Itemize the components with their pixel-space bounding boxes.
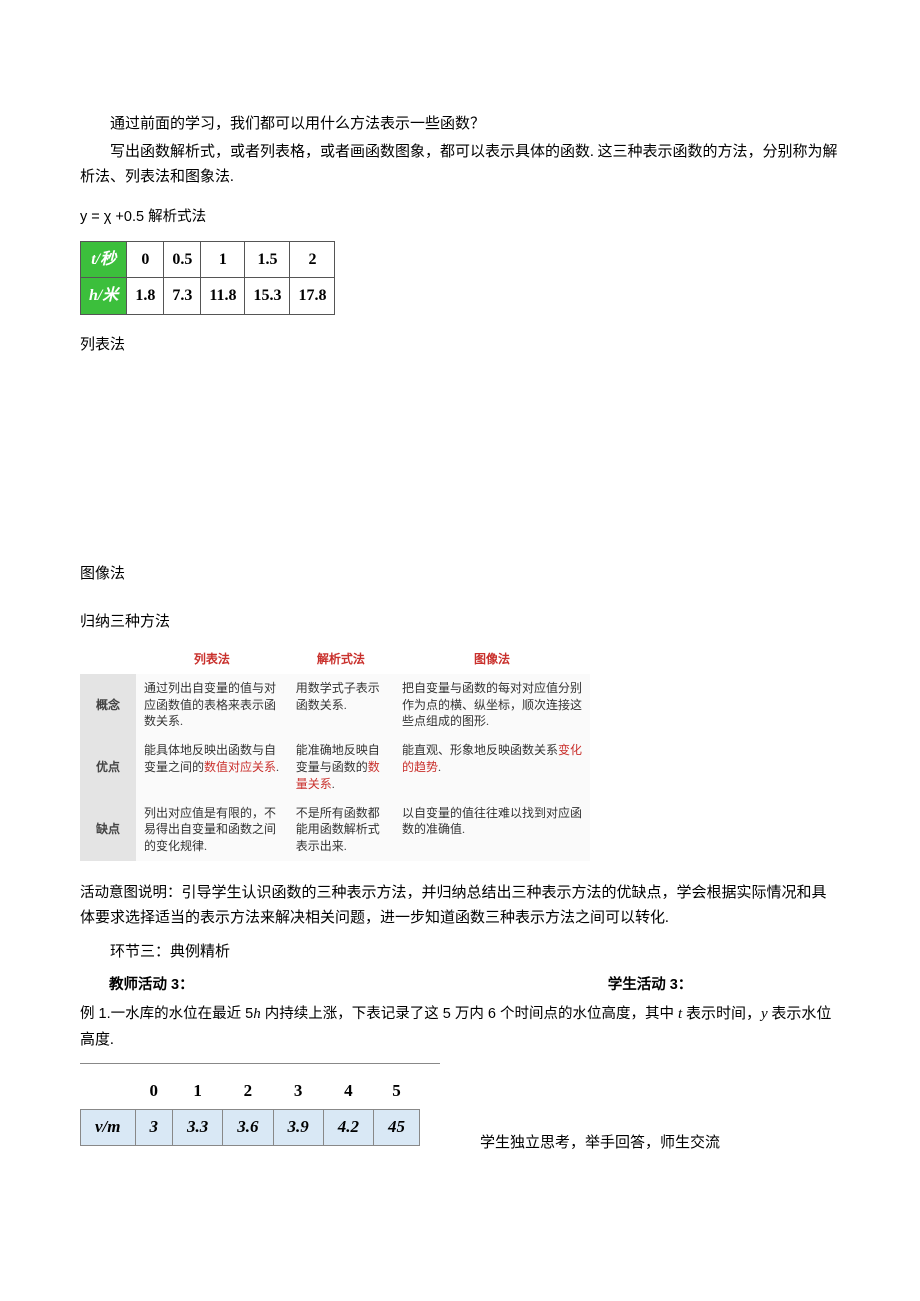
cmp-h2: 解析式法 xyxy=(288,645,394,674)
tbl3-t2: 2 xyxy=(223,1074,273,1109)
label-graph: 图像法 xyxy=(80,562,840,588)
tbl1-h2: h/米 xyxy=(81,278,127,314)
cmp-c13: 把自变量与函数的每对对应值分别作为点的横、纵坐标，顺次连接这些点组成的图形. xyxy=(394,674,590,736)
explain-label: 活动意图说明： xyxy=(80,885,182,901)
cmp-c11: 通过列出自变量的值与对应函数值的表格来表示函数关系. xyxy=(136,674,288,736)
tbl1-h0v: 1.8 xyxy=(127,278,164,314)
cmp-c12: 用数学式子表示函数关系. xyxy=(288,674,394,736)
table-water: 0 1 2 3 4 5 v/m 3 3.3 3.6 3.9 4.2 45 xyxy=(80,1074,420,1146)
section-3: 环节三：典例精析 xyxy=(80,940,840,966)
student-activity: 学生活动 3： xyxy=(460,973,840,998)
tbl3-t1: 1 xyxy=(173,1074,223,1109)
tbl3-v0: 3 xyxy=(135,1110,173,1146)
tbl3-t0: 0 xyxy=(135,1074,173,1109)
student-note: 学生独立思考，举手回答，师生交流 xyxy=(480,1131,840,1157)
cmp-r3: 缺点 xyxy=(80,799,136,861)
teacher-activity: 教师活动 3： xyxy=(80,973,460,998)
intro-answer: 写出函数解析式，或者列表格，或者画函数图象，都可以表示具体的函数. 这三种表示函… xyxy=(80,140,840,191)
label-summary: 归纳三种方法 xyxy=(80,610,840,636)
tbl1-h4v: 17.8 xyxy=(290,278,335,314)
cmp-r1: 概念 xyxy=(80,674,136,736)
example-1: 例 1.一水库的水位在最近 5h 内持续上涨，下表记录了这 5 万内 6 个时间… xyxy=(80,1002,840,1053)
cmp-h3: 图像法 xyxy=(394,645,590,674)
tbl1-h1: t/秒 xyxy=(81,242,127,278)
formula-line: y = χ +0.5 解析式法 xyxy=(80,205,840,230)
explain-body: 引导学生认识函数的三种表示方法，并归纳总结出三种表示方法的优缺点，学会根据实际情… xyxy=(80,885,827,927)
table-th: t/秒 0 0.5 1 1.5 2 h/米 1.8 7.3 11.8 15.3 … xyxy=(80,241,335,314)
tbl1-h3v: 15.3 xyxy=(245,278,290,314)
tbl1-t1: 0.5 xyxy=(164,242,201,278)
tbl3-v5: 45 xyxy=(374,1110,420,1146)
tbl3-t4: 4 xyxy=(323,1074,373,1109)
cmp-c33: 以自变量的值往往难以找到对应函数的准确值. xyxy=(394,799,590,861)
cmp-c32: 不是所有函数都能用函数解析式表示出来. xyxy=(288,799,394,861)
cmp-c31: 列出对应值是有限的，不易得出自变量和函数之间的变化规律. xyxy=(136,799,288,861)
tbl3-v3: 3.9 xyxy=(273,1110,323,1146)
divider xyxy=(80,1063,440,1064)
tbl1-t0: 0 xyxy=(127,242,164,278)
cmp-r2: 优点 xyxy=(80,736,136,798)
cmp-c22: 能准确地反映自变量与函数的数量关系. xyxy=(288,736,394,798)
cmp-h1: 列表法 xyxy=(136,645,288,674)
cmp-c21: 能具体地反映出函数与自变量之间的数值对应关系. xyxy=(136,736,288,798)
tbl1-h2v: 11.8 xyxy=(201,278,245,314)
tbl3-t3: 3 xyxy=(273,1074,323,1109)
cmp-c23: 能直观、形象地反映函数关系变化的趋势. xyxy=(394,736,590,798)
tbl3-v2: 3.6 xyxy=(223,1110,273,1146)
label-list: 列表法 xyxy=(80,333,840,359)
tbl1-h1v: 7.3 xyxy=(164,278,201,314)
comparison-table: 列表法 解析式法 图像法 概念 通过列出自变量的值与对应函数值的表格来表示函数关… xyxy=(80,645,590,861)
tbl1-t3: 1.5 xyxy=(245,242,290,278)
intro-question: 通过前面的学习，我们都可以用什么方法表示一些函数？ xyxy=(80,112,840,138)
tbl3-v4: 4.2 xyxy=(323,1110,373,1146)
tbl3-t5: 5 xyxy=(374,1074,420,1109)
tbl3-v1: 3.3 xyxy=(173,1110,223,1146)
explain-para: 活动意图说明：引导学生认识函数的三种表示方法，并归纳总结出三种表示方法的优缺点，… xyxy=(80,881,840,932)
tbl1-t2: 1 xyxy=(201,242,245,278)
tbl1-t4: 2 xyxy=(290,242,335,278)
tbl3-head: v/m xyxy=(81,1110,136,1146)
